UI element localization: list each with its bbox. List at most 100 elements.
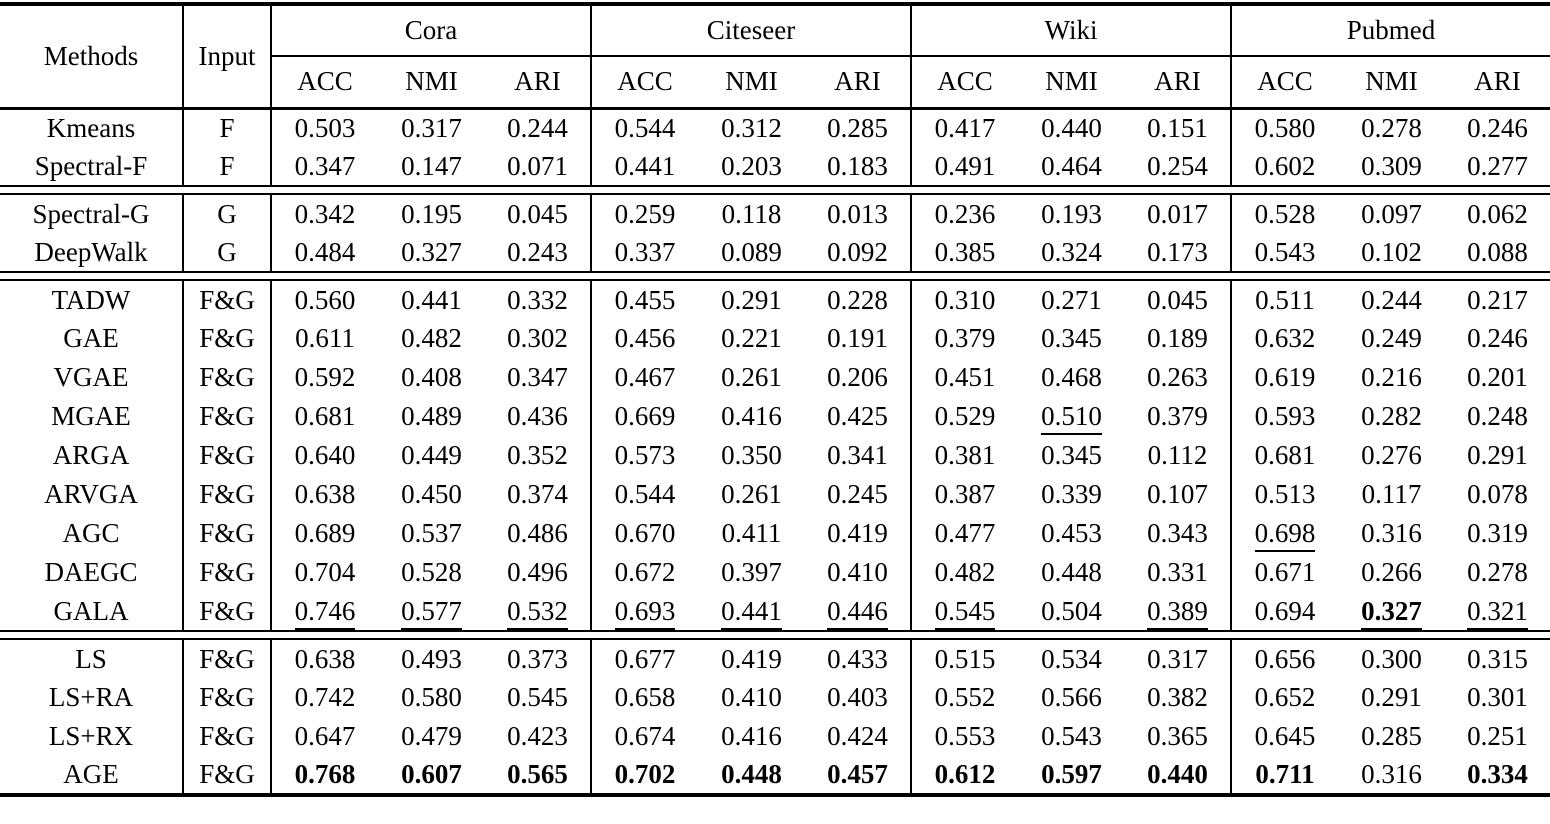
- metric-header-nmi: NMI: [378, 56, 485, 110]
- input-cell: F&G: [182, 475, 271, 514]
- metric-value: 0.310: [934, 284, 996, 315]
- metric-value: 0.408: [401, 362, 462, 392]
- metric-value: 0.193: [1041, 198, 1102, 229]
- metric-header-nmi: NMI: [1338, 56, 1446, 110]
- value-cell: 0.544: [590, 108, 699, 147]
- value-cell: 0.537: [378, 514, 485, 553]
- metric-value: 0.345: [1041, 323, 1102, 353]
- input-cell: F&G: [182, 717, 271, 756]
- metric-value: 0.711: [1255, 759, 1315, 789]
- metric-value: 0.416: [721, 401, 782, 431]
- metric-value: 0.528: [1254, 198, 1316, 229]
- metric-value: 0.271: [1041, 284, 1102, 315]
- value-cell: 0.677: [590, 639, 699, 678]
- metric-value: 0.291: [721, 284, 782, 315]
- input-cell: F: [182, 108, 271, 147]
- value-cell: 0.477: [910, 514, 1019, 553]
- value-cell: 0.419: [805, 514, 911, 553]
- value-cell: 0.282: [1338, 397, 1445, 436]
- metric-value: 0.347: [507, 362, 568, 392]
- metric-value: 0.456: [614, 323, 676, 353]
- metric-value: 0.246: [1467, 323, 1528, 353]
- value-cell: 0.674: [590, 717, 699, 756]
- metric-value: 0.195: [401, 198, 462, 229]
- table-row: LS F&G 0.638 0.493 0.373 0.677 0.419 0.433 0.515…: [0, 639, 1550, 678]
- value-cell: 0.088: [1445, 233, 1550, 272]
- value-cell: 0.425: [805, 397, 911, 436]
- value-cell: 0.254: [1125, 147, 1231, 186]
- metric-value: 0.602: [1254, 150, 1316, 181]
- value-cell: 0.300: [1338, 639, 1445, 678]
- metric-value: 0.244: [1361, 284, 1422, 315]
- value-cell: 0.566: [1018, 678, 1125, 717]
- metric-value: 0.534: [1041, 643, 1102, 674]
- value-cell: 0.324: [1018, 233, 1125, 272]
- metric-value: 0.189: [1147, 323, 1208, 353]
- metric-value: 0.334: [1467, 759, 1528, 789]
- method-cell: MGAE: [51, 401, 131, 431]
- value-cell: 0.183: [805, 147, 911, 186]
- value-cell: 0.580: [378, 678, 485, 717]
- metric-value: 0.545: [507, 682, 568, 712]
- value-cell: 0.544: [590, 475, 699, 514]
- value-cell: 0.742: [270, 678, 378, 717]
- value-cell: 0.479: [378, 717, 485, 756]
- metric-value: 0.261: [721, 362, 782, 392]
- value-cell: 0.331: [1125, 553, 1231, 592]
- value-cell: 0.221: [698, 319, 805, 358]
- metric-value: 0.088: [1467, 236, 1528, 267]
- metric-value: 0.261: [721, 479, 782, 509]
- metric-value: 0.448: [1041, 557, 1102, 587]
- metric-value: 0.345: [1041, 440, 1102, 470]
- value-cell: 0.532: [485, 592, 591, 631]
- value-cell: 0.446: [805, 592, 911, 631]
- value-cell: 0.515: [910, 639, 1019, 678]
- metric-value: 0.337: [614, 236, 676, 267]
- value-cell: 0.251: [1445, 717, 1550, 756]
- metric-value: 0.671: [1254, 557, 1316, 587]
- method-cell: ARGA: [52, 440, 130, 470]
- metric-value: 0.291: [1467, 440, 1528, 470]
- value-cell: 0.632: [1230, 319, 1339, 358]
- metric-value: 0.532: [507, 595, 568, 630]
- metric-value: 0.112: [1147, 440, 1208, 470]
- method-cell: LS: [75, 643, 107, 674]
- value-cell: 0.301: [1445, 678, 1550, 717]
- metric-value: 0.339: [1041, 479, 1102, 509]
- methods-header: Methods: [0, 4, 183, 110]
- metric-value: 0.768: [294, 759, 356, 789]
- value-cell: 0.441: [378, 280, 485, 319]
- value-cell: 0.327: [378, 233, 485, 272]
- value-cell: 0.228: [805, 280, 911, 319]
- table-row: LS+RA F&G 0.742 0.580 0.545 0.658 0.410 0.403 0.…: [0, 678, 1550, 717]
- value-cell: 0.285: [805, 108, 911, 147]
- metric-value: 0.062: [1467, 198, 1528, 229]
- metric-value: 0.365: [1147, 721, 1208, 751]
- value-cell: 0.206: [805, 358, 911, 397]
- value-cell: 0.411: [698, 514, 805, 553]
- value-cell: 0.464: [1018, 147, 1125, 186]
- metric-header-acc: ACC: [590, 56, 699, 110]
- input-cell: F&G: [182, 280, 271, 319]
- input-header: Input: [182, 4, 271, 110]
- metric-value: 0.689: [294, 518, 356, 548]
- value-cell: 0.453: [1018, 514, 1125, 553]
- value-cell: 0.455: [590, 280, 699, 319]
- value-cell: 0.486: [485, 514, 591, 553]
- value-cell: 0.117: [1338, 475, 1445, 514]
- metric-value: 0.640: [294, 440, 356, 470]
- value-cell: 0.672: [590, 553, 699, 592]
- value-cell: 0.071: [485, 147, 591, 186]
- metric-value: 0.118: [721, 198, 782, 229]
- metric-value: 0.537: [401, 518, 462, 548]
- value-cell: 0.373: [485, 639, 591, 678]
- metric-value: 0.607: [401, 759, 462, 789]
- metric-value: 0.702: [614, 759, 676, 789]
- metric-value: 0.316: [1361, 759, 1422, 789]
- metric-value: 0.246: [1467, 112, 1528, 143]
- table-row: VGAE F&G 0.592 0.408 0.347 0.467 0.261 0.206 0.4…: [0, 358, 1550, 397]
- value-cell: 0.577: [378, 592, 485, 631]
- value-cell: 0.545: [910, 592, 1019, 631]
- metric-header-ari: ARI: [1125, 56, 1232, 110]
